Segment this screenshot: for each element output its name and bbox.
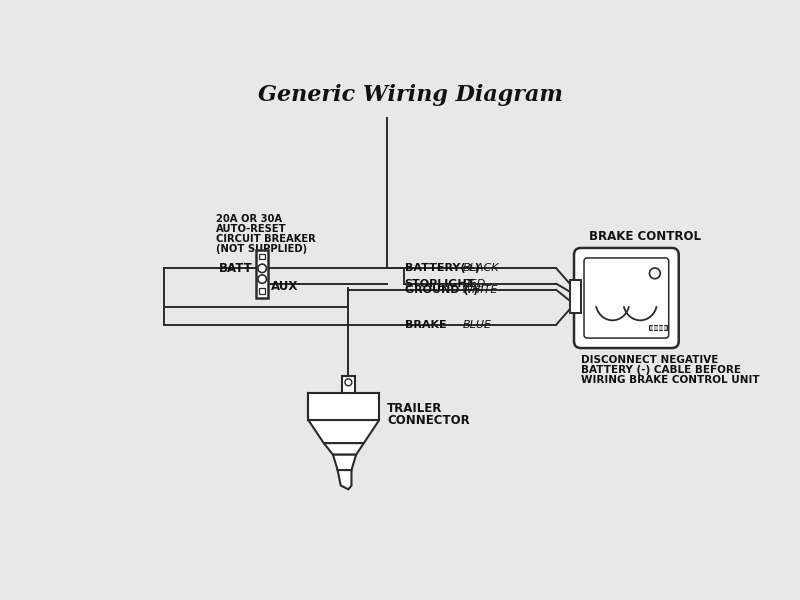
Text: BATTERY(+): BATTERY(+) [405, 263, 479, 274]
Circle shape [345, 379, 352, 386]
Text: BRAKE: BRAKE [405, 320, 446, 329]
Text: TRAILER: TRAILER [387, 402, 442, 415]
Bar [649, 325, 667, 331]
Text: CIRCUIT BREAKER: CIRCUIT BREAKER [216, 235, 316, 244]
Text: AUTO-RESET: AUTO-RESET [216, 224, 286, 235]
Bar [259, 289, 266, 294]
Text: BATTERY (-) CABLE BEFORE: BATTERY (-) CABLE BEFORE [581, 365, 741, 375]
Circle shape [258, 275, 266, 283]
Polygon shape [338, 470, 351, 490]
Text: BRAKE CONTROL: BRAKE CONTROL [589, 230, 701, 242]
Text: BLUE: BLUE [462, 320, 491, 329]
Circle shape [258, 264, 266, 272]
Text: WIRING BRAKE CONTROL UNIT: WIRING BRAKE CONTROL UNIT [581, 375, 759, 385]
Text: BLACK: BLACK [462, 263, 499, 274]
FancyBboxPatch shape [584, 258, 669, 338]
Polygon shape [308, 420, 379, 443]
Text: BATT: BATT [219, 262, 253, 275]
Text: (NOT SUPPLIED): (NOT SUPPLIED) [216, 244, 307, 254]
Text: 20A OR 30A: 20A OR 30A [216, 214, 282, 224]
Text: RED: RED [462, 279, 486, 289]
Polygon shape [308, 393, 379, 420]
FancyBboxPatch shape [574, 248, 678, 348]
Bar [342, 376, 354, 393]
Polygon shape [324, 443, 364, 455]
Text: CONNECTOR: CONNECTOR [387, 413, 470, 427]
Text: AUX: AUX [271, 280, 298, 293]
Text: GROUND (-): GROUND (-) [405, 285, 478, 295]
Text: STOPLIGHT: STOPLIGHT [405, 279, 475, 289]
Text: WHITE: WHITE [462, 285, 498, 295]
Circle shape [650, 268, 660, 279]
Polygon shape [333, 455, 356, 470]
Bar [570, 280, 581, 313]
Text: Generic Wiring Diagram: Generic Wiring Diagram [258, 83, 562, 106]
Bar [256, 250, 268, 298]
Bar [259, 254, 266, 259]
Text: DISCONNECT NEGATIVE: DISCONNECT NEGATIVE [581, 355, 718, 365]
